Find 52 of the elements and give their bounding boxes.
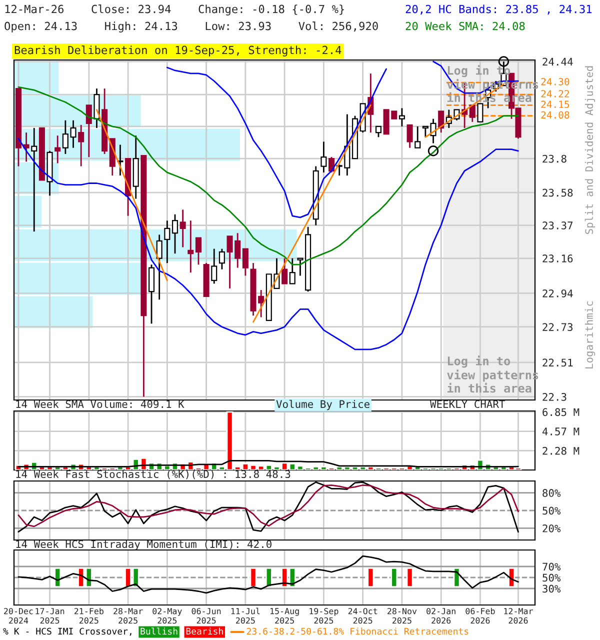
x-tick-label: 28-Nov 2025	[388, 608, 417, 624]
text: 20 Week SMA: 24.08	[406, 22, 525, 30]
y-tick-label: 2.28 M	[542, 446, 580, 455]
y-tick-label: 30%	[542, 584, 561, 593]
y-tick-label: 22.51	[542, 358, 573, 367]
y-tick-label: 22.73	[542, 323, 573, 331]
x-tick-label: 21-Feb 2025	[74, 608, 104, 624]
y-tick-label: 80%	[542, 489, 561, 497]
x-tick-label: 06-Jun 2025	[192, 608, 221, 624]
y-tick-label: 24.44	[542, 58, 573, 66]
text: Volume By Price	[276, 400, 370, 410]
legend-title: % K - HCS IMI Crossover,	[3, 628, 132, 636]
ref-line-label: 24.30	[541, 78, 570, 86]
y-tick-label: 6.85 M	[542, 408, 580, 416]
chart-title: 14 Week HCS Intraday Momentum (IMI): 42.0	[16, 540, 272, 550]
x-tick-label: 02-May 2025	[152, 608, 182, 624]
text: WEEKLY CHART	[430, 400, 506, 408]
x-tick-label: 02-Jan 2026	[426, 608, 456, 624]
chart-title: 14 Week SMA Volume: 409.1 K	[16, 400, 184, 408]
chart-title: 12-Mar-26 Close: 23.94 Change: -0.18 {-0.7 %}	[5, 4, 344, 16]
ref-line-label: 24.22	[541, 90, 569, 98]
chart-title: 14 Week Fast Stochastic (%K)(%D) : 13.8 48.3	[16, 470, 290, 480]
y-tick-label: 70%	[542, 562, 561, 571]
x-tick-label: 20-Dec 2024	[4, 608, 33, 624]
text: Logarithmic	[584, 301, 596, 368]
x-tick-label: 15-Aug 2025	[270, 608, 299, 624]
text: Split and Dividend Adjusted	[584, 66, 596, 234]
y-tick-label: 4.57 M	[542, 428, 580, 436]
y-tick-label: 22.94	[542, 289, 573, 298]
y-tick-label: 50%	[542, 574, 561, 582]
x-tick-label: 19-Sep 2025	[310, 608, 338, 624]
ref-line-label: 24.15	[541, 100, 570, 108]
x-tick-label: 17-Jan 2025	[36, 608, 64, 624]
x-tick-label: 12-Mar 2026	[504, 608, 533, 624]
y-tick-label: 23.58	[542, 188, 573, 197]
y-tick-label: 50%	[542, 506, 561, 515]
ref-line-label: 24.08	[541, 111, 570, 119]
legend-label: 23.6-38.2-50-61.8% Fibonacci Retracements	[246, 628, 468, 635]
y-tick-label: 22.3	[542, 392, 566, 401]
text: 20,2 HC Bands: 23.85 , 24.31	[406, 4, 592, 15]
x-tick-label: 24-Oct 2025	[348, 608, 378, 624]
y-tick-label: 23.37	[542, 222, 573, 230]
x-tick-label: 06-Feb 2026	[466, 608, 495, 624]
x-tick-label: 11-Jul 2025	[231, 608, 260, 624]
x-tick-label: 28-Mar 2025	[114, 608, 143, 624]
text: Bullish	[140, 628, 178, 635]
y-tick-label: 23.16	[542, 254, 573, 262]
text: Bearish	[186, 628, 223, 635]
chart-subtitle: Open: 24.13 High: 24.13 Low: 23.93 Vol: 256,920	[4, 22, 378, 32]
y-tick-label: 23.8	[542, 154, 566, 163]
y-tick-label: 20%	[542, 524, 561, 532]
text: Bearish Deliberation on 19-Sep-25, Strength: -2.4	[14, 46, 342, 56]
